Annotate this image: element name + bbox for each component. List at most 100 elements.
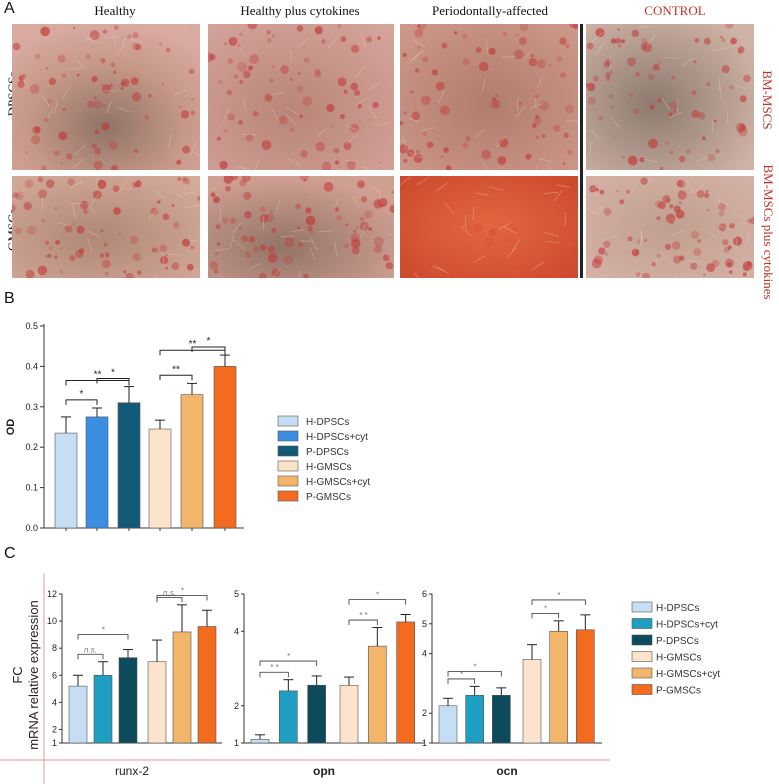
stain-spot [615, 37, 622, 44]
stain-spot [182, 177, 190, 185]
micrograph-image [12, 176, 200, 278]
micrograph-dpscs-healthy [12, 24, 200, 170]
stain-spot [592, 75, 599, 82]
cell-fiber [153, 188, 165, 199]
stain-spot [60, 247, 63, 250]
cell-fiber [485, 39, 488, 54]
stain-spot [633, 108, 640, 115]
stain-spot [64, 224, 73, 233]
bar [147, 661, 167, 744]
stain-spot [423, 252, 428, 257]
stain-spot [426, 97, 429, 100]
stain-spot [720, 36, 723, 39]
cell-fiber [595, 42, 605, 55]
cell-fiber [113, 31, 116, 46]
cell-fiber [408, 53, 420, 64]
cell-fiber [472, 255, 486, 263]
stain-spot [110, 62, 116, 68]
stain-spot [303, 57, 310, 64]
stain-spot [267, 253, 278, 263]
significance-label: ** [94, 370, 102, 381]
stain-spot [558, 232, 566, 240]
cell-fiber [409, 152, 423, 159]
bar [93, 674, 113, 744]
stain-spot [38, 189, 48, 199]
cell-fiber [118, 180, 128, 193]
stain-spot [595, 188, 600, 192]
stain-spot [440, 155, 444, 158]
stain-spot [690, 230, 700, 240]
stain-spot [422, 131, 428, 137]
micrograph-image [586, 176, 754, 278]
cell-fiber [70, 181, 84, 187]
cell-fiber [444, 202, 454, 214]
stain-spot [635, 72, 640, 77]
stain-spot [586, 42, 594, 50]
significance-bracket [159, 349, 226, 356]
stain-spot [126, 34, 132, 40]
stain-spot [445, 165, 452, 170]
significance-label: * [180, 586, 184, 595]
stain-spot [159, 256, 169, 265]
stain-spot [366, 36, 372, 43]
legend-swatch [277, 430, 299, 442]
micrograph-image [208, 24, 394, 170]
stain-spot [297, 72, 301, 75]
cell-fiber [553, 190, 563, 202]
stain-spot [727, 245, 732, 250]
stain-spot [182, 176, 187, 182]
cell-fiber [693, 184, 704, 195]
stain-spot [573, 24, 578, 30]
cell-fiber [749, 71, 754, 73]
stain-spot [669, 101, 678, 110]
stain-spot [45, 255, 48, 258]
stain-spot [443, 147, 449, 153]
stain-spot [467, 226, 477, 236]
stain-spot [373, 236, 384, 247]
stain-spot [669, 150, 674, 155]
stain-spot [132, 32, 139, 39]
cell-fiber [732, 83, 747, 90]
stain-spot [703, 37, 711, 45]
stain-spot [454, 31, 458, 35]
stain-spot [45, 240, 50, 245]
legend-swatch [277, 460, 299, 472]
stain-spot [540, 207, 548, 214]
stain-spot [357, 180, 365, 189]
cell-fiber [263, 216, 265, 231]
cell-fiber [90, 193, 100, 205]
stain-spot [439, 105, 450, 116]
cell-fiber [435, 183, 448, 192]
cell-fiber [290, 229, 305, 233]
stain-spot [453, 256, 456, 260]
stain-spot [494, 93, 499, 98]
stain-spot [462, 244, 473, 255]
stain-spot [691, 90, 697, 96]
stain-spot [338, 165, 341, 168]
stain-spot [591, 258, 602, 269]
stain-spot [484, 236, 494, 247]
stain-spot [618, 44, 622, 48]
micrograph-dpscs-periodontal [400, 24, 578, 170]
bar [118, 657, 138, 744]
significance-bracket [531, 599, 586, 605]
stain-spot [165, 266, 169, 270]
stain-spot [300, 150, 308, 158]
stain-spot [25, 151, 28, 154]
stain-spot [742, 261, 753, 271]
stain-spot [694, 38, 700, 43]
stain-spot [171, 262, 180, 271]
cell-fiber [12, 220, 14, 231]
cell-fiber [472, 206, 475, 221]
stain-spot [426, 141, 434, 149]
stain-spot [151, 247, 157, 253]
legend-label: H-GMSCs+cyt [656, 669, 720, 680]
stain-spot [173, 221, 180, 229]
cell-fiber [12, 189, 26, 197]
stain-spot [604, 252, 609, 256]
stain-spot [269, 78, 274, 83]
cell-fiber [378, 189, 382, 204]
cell-fiber [208, 188, 217, 192]
legend-swatch [631, 684, 653, 695]
stain-spot [702, 136, 706, 141]
